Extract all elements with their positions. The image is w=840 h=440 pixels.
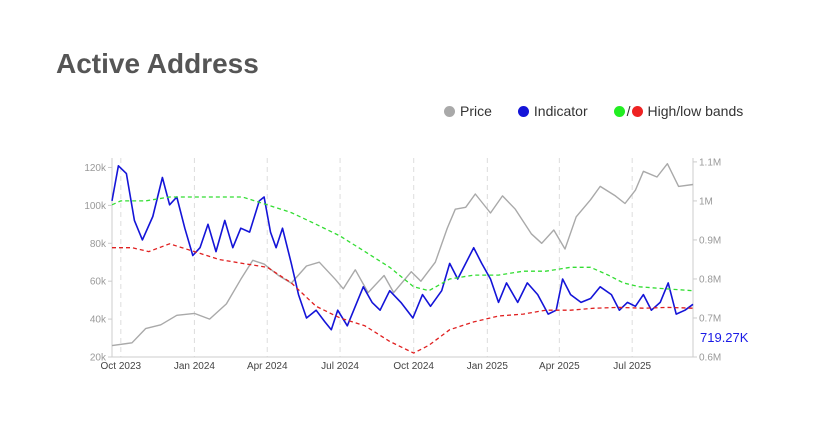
x-tick-label: Jul 2025: [613, 361, 651, 372]
y-left-tick-label: 80k: [90, 239, 107, 250]
y-right-tick-label: 0.9M: [699, 235, 721, 246]
indicator-line: [111, 165, 694, 331]
legend-bands-label: High/low bands: [647, 103, 744, 119]
indicator-dot-icon: [517, 105, 529, 117]
price-line: [111, 163, 694, 347]
y-right-tick-label: 1M: [699, 196, 713, 207]
legend-indicator-label: Indicator: [533, 103, 588, 119]
legend-price-label: Price: [460, 103, 492, 119]
legend-item-indicator[interactable]: Indicator: [517, 103, 588, 119]
y-left-tick-label: 40k: [90, 315, 107, 326]
legend-item-price[interactable]: Price: [444, 103, 492, 119]
y-left-tick-label: 60k: [90, 277, 107, 288]
chart-legend: Price Indicator / High/low bands: [444, 103, 743, 119]
low-band-dot-icon: [631, 105, 643, 117]
low-band-line: [112, 243, 694, 354]
y-left-tick-label: 100k: [84, 201, 107, 212]
last-value-label: 719.27K: [700, 330, 749, 345]
x-tick-label: Apr 2025: [539, 361, 580, 372]
y-right-tick-label: 0.7M: [699, 313, 721, 324]
x-tick-label: Jan 2024: [174, 361, 216, 372]
x-tick-label: Oct 2024: [393, 361, 434, 372]
page-title: Active Address: [56, 48, 259, 79]
y-right-tick-label: 0.6M: [699, 353, 721, 364]
y-right-tick-label: 0.8M: [699, 274, 721, 285]
x-tick-label: Oct 2023: [101, 361, 142, 372]
legend-item-bands[interactable]: / High/low bands: [613, 103, 744, 119]
price-dot-icon: [444, 105, 455, 117]
y-right-tick-label: 1.1M: [699, 157, 721, 168]
high-band-line: [111, 196, 694, 292]
high-band-dot-icon: [613, 105, 625, 117]
x-tick-label: Jul 2024: [321, 361, 359, 372]
y-left-tick-label: 20k: [90, 353, 107, 364]
x-tick-label: Jan 2025: [467, 361, 509, 372]
y-left-tick-label: 120k: [84, 163, 107, 174]
x-tick-label: Apr 2024: [247, 361, 288, 372]
legend-bands-slash: /: [626, 103, 631, 119]
